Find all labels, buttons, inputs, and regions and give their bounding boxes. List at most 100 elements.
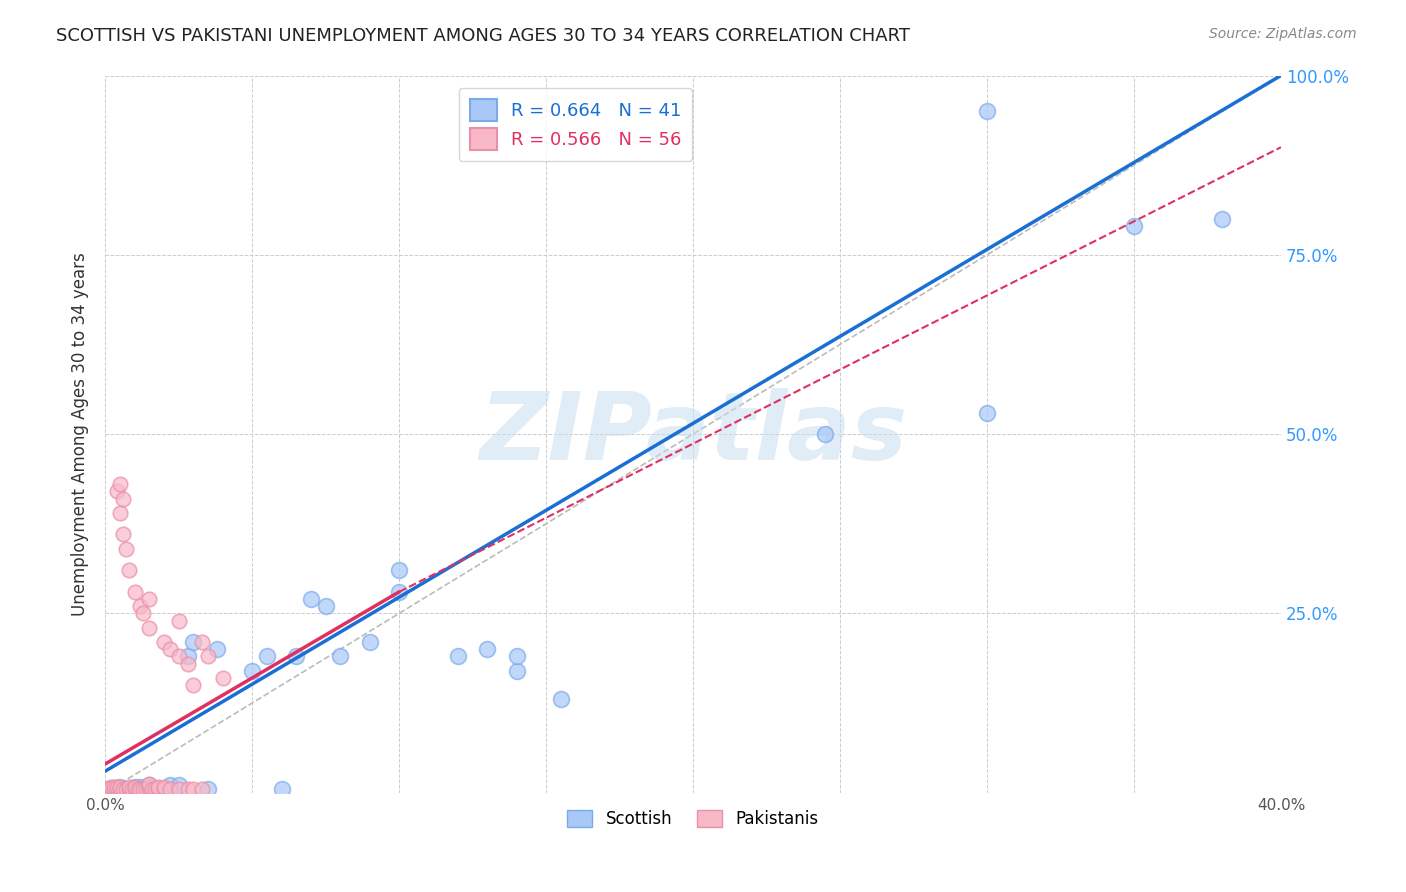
Point bbox=[146, 780, 169, 794]
Point bbox=[124, 782, 146, 797]
Point bbox=[176, 782, 198, 797]
Point bbox=[167, 779, 190, 793]
Point bbox=[129, 780, 152, 794]
Point bbox=[167, 649, 190, 664]
Point bbox=[1211, 211, 1233, 226]
Point bbox=[108, 477, 131, 491]
Point bbox=[270, 782, 292, 797]
Point bbox=[240, 664, 263, 678]
Point bbox=[108, 506, 131, 520]
Point bbox=[159, 782, 181, 797]
Point bbox=[167, 782, 190, 797]
Point bbox=[118, 782, 141, 797]
Point bbox=[1123, 219, 1146, 233]
Point bbox=[111, 491, 134, 506]
Point bbox=[167, 614, 190, 628]
Point bbox=[121, 782, 143, 797]
Point bbox=[97, 782, 120, 797]
Point bbox=[124, 780, 146, 794]
Point bbox=[105, 484, 128, 499]
Point bbox=[114, 782, 136, 797]
Point bbox=[329, 649, 352, 664]
Point bbox=[94, 782, 117, 797]
Text: SCOTTISH VS PAKISTANI UNEMPLOYMENT AMONG AGES 30 TO 34 YEARS CORRELATION CHART: SCOTTISH VS PAKISTANI UNEMPLOYMENT AMONG… bbox=[56, 27, 910, 45]
Point bbox=[814, 427, 837, 442]
Point bbox=[359, 635, 381, 649]
Point bbox=[124, 780, 146, 794]
Point bbox=[105, 780, 128, 794]
Point bbox=[211, 671, 233, 685]
Point bbox=[111, 527, 134, 541]
Point bbox=[108, 780, 131, 794]
Legend: Scottish, Pakistanis: Scottish, Pakistanis bbox=[561, 803, 825, 835]
Point bbox=[447, 649, 470, 664]
Point bbox=[153, 635, 176, 649]
Point bbox=[153, 780, 176, 794]
Point bbox=[197, 649, 219, 664]
Point bbox=[138, 780, 160, 794]
Point bbox=[159, 779, 181, 793]
Point bbox=[103, 782, 125, 797]
Point bbox=[141, 782, 163, 797]
Point bbox=[108, 780, 131, 794]
Point bbox=[299, 592, 322, 607]
Point bbox=[100, 780, 122, 794]
Point bbox=[550, 692, 572, 706]
Point bbox=[146, 782, 169, 797]
Point bbox=[506, 649, 529, 664]
Text: Source: ZipAtlas.com: Source: ZipAtlas.com bbox=[1209, 27, 1357, 41]
Point bbox=[108, 782, 131, 797]
Point bbox=[105, 782, 128, 797]
Point bbox=[138, 779, 160, 793]
Point bbox=[315, 599, 337, 614]
Y-axis label: Unemployment Among Ages 30 to 34 years: Unemployment Among Ages 30 to 34 years bbox=[72, 252, 89, 616]
Point bbox=[111, 782, 134, 797]
Point bbox=[103, 780, 125, 794]
Point bbox=[285, 649, 308, 664]
Point bbox=[146, 782, 169, 797]
Point bbox=[103, 782, 125, 797]
Point bbox=[124, 782, 146, 797]
Point bbox=[100, 782, 122, 797]
Point bbox=[129, 599, 152, 614]
Point bbox=[153, 782, 176, 797]
Point bbox=[153, 782, 176, 797]
Point bbox=[976, 104, 998, 119]
Point bbox=[138, 777, 160, 791]
Text: ZIPatlas: ZIPatlas bbox=[479, 388, 907, 480]
Point bbox=[132, 782, 155, 797]
Point bbox=[132, 782, 155, 797]
Point bbox=[159, 642, 181, 657]
Point bbox=[143, 782, 166, 797]
Point bbox=[388, 585, 411, 599]
Point bbox=[138, 782, 160, 797]
Point bbox=[256, 649, 278, 664]
Point bbox=[176, 657, 198, 671]
Point bbox=[143, 782, 166, 797]
Point bbox=[114, 541, 136, 556]
Point bbox=[108, 782, 131, 797]
Point bbox=[135, 782, 157, 797]
Point bbox=[100, 782, 122, 797]
Point bbox=[124, 585, 146, 599]
Point bbox=[138, 621, 160, 635]
Point bbox=[97, 782, 120, 797]
Point bbox=[105, 782, 128, 797]
Point bbox=[976, 406, 998, 420]
Point bbox=[506, 664, 529, 678]
Point bbox=[132, 607, 155, 621]
Point bbox=[127, 782, 149, 797]
Point bbox=[129, 782, 152, 797]
Point bbox=[138, 592, 160, 607]
Point bbox=[114, 782, 136, 797]
Point bbox=[121, 782, 143, 797]
Point bbox=[191, 782, 214, 797]
Point bbox=[183, 782, 205, 797]
Point bbox=[388, 563, 411, 577]
Point bbox=[197, 782, 219, 797]
Point bbox=[205, 642, 228, 657]
Point bbox=[477, 642, 499, 657]
Point bbox=[191, 635, 214, 649]
Point bbox=[118, 563, 141, 577]
Point bbox=[118, 780, 141, 794]
